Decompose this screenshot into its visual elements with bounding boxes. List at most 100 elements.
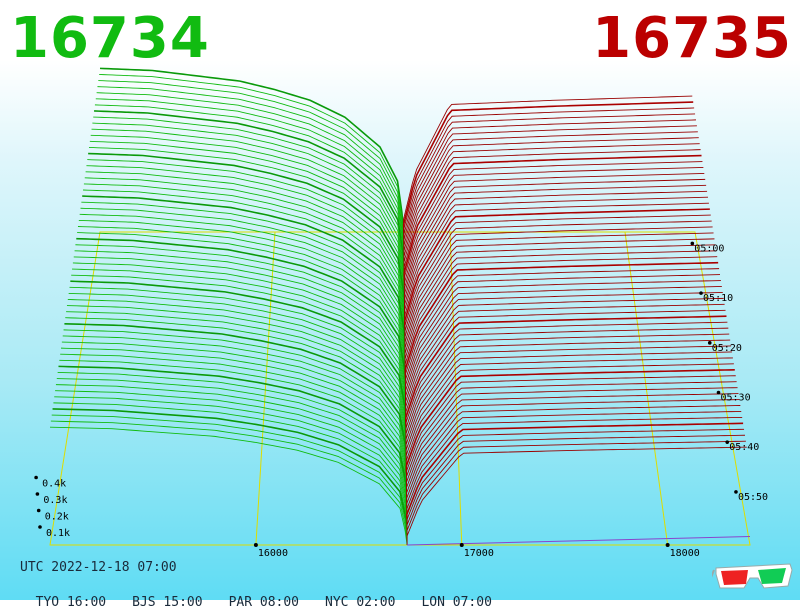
x-tick-mark-1 — [459, 543, 464, 547]
ask-line-20 — [405, 327, 729, 439]
ask-line-26 — [405, 291, 723, 408]
ask-line-3 — [406, 428, 745, 530]
ask-line-8 — [406, 399, 740, 503]
ask-line-58 — [402, 101, 694, 238]
bid-line-12 — [60, 353, 407, 482]
x-tick-label-1: 17000 — [464, 548, 494, 559]
bid-line-20 — [66, 305, 407, 439]
ask-line-0 — [406, 446, 747, 545]
ask-line-21 — [405, 321, 728, 434]
ask-line-6 — [406, 410, 742, 514]
z-tick-label-0: 0.1k — [46, 528, 70, 539]
ask-line-16 — [405, 351, 733, 461]
bid-line-3 — [52, 408, 408, 530]
ask-line-7 — [406, 405, 741, 508]
ask-line-44 — [403, 184, 707, 312]
bid-line-59 — [99, 67, 405, 233]
z-tick-mark-3 — [34, 475, 38, 480]
bid-line-47 — [89, 140, 405, 296]
grid-line-18000 — [624, 231, 669, 546]
ask-line-43 — [404, 190, 708, 317]
ask-line-12 — [405, 375, 736, 482]
ask-line-14 — [405, 363, 734, 471]
ask-line-25 — [405, 297, 724, 413]
axis-labels: 16000 17000 18000 0.1k 0.2k 0.3k 0.4k 05:00 05:1… — [34, 241, 768, 559]
x-tick-mark-2 — [665, 543, 670, 547]
grid-line-17000 — [449, 231, 463, 546]
ask-line-56 — [403, 113, 696, 248]
ask-line-54 — [403, 125, 697, 259]
city-time-tyo: TYO 16:00 — [35, 595, 107, 610]
ask-line-42 — [404, 196, 709, 323]
time-tick-mark-0 — [690, 241, 695, 246]
ask-line-5 — [406, 416, 743, 519]
bid-line-46 — [88, 146, 405, 302]
city-time-nyc: NYC 02:00 — [325, 595, 396, 610]
ask-line-32 — [404, 256, 718, 376]
ask-line-59 — [403, 95, 693, 232]
front-edge-line — [407, 536, 751, 546]
ask-line-18 — [405, 339, 731, 450]
bid-line-57 — [98, 80, 405, 243]
bid-line-39 — [83, 189, 406, 339]
ask-line-33 — [404, 250, 717, 370]
x-tick-mark-0 — [253, 543, 258, 547]
ask-line-31 — [404, 261, 719, 381]
bid-line-30 — [75, 244, 406, 386]
time-tick-label-5: 05:50 — [738, 492, 768, 503]
ask-line-36 — [404, 232, 714, 355]
ask-line-17 — [405, 345, 732, 455]
bid-line-18 — [65, 317, 407, 450]
ask-line-23 — [405, 309, 726, 423]
bid-line-55 — [96, 92, 405, 254]
time-tick-label-1: 05:10 — [703, 293, 733, 304]
time-tick-label-0: 05:00 — [694, 243, 724, 254]
ask-line-55 — [403, 119, 696, 254]
bid-line-8 — [56, 378, 408, 503]
ask-line-10 — [406, 387, 738, 492]
bid-line-11 — [59, 359, 407, 487]
ask-line-19 — [405, 333, 730, 445]
ask-line-35 — [404, 238, 715, 360]
z-tick-mark-0 — [38, 525, 42, 529]
bid-line-21 — [67, 299, 407, 434]
3d-glasses-icon[interactable] — [712, 560, 794, 592]
bid-line-15 — [62, 335, 407, 466]
z-tick-label-1: 0.2k — [45, 512, 69, 523]
city-time-bjs: BJS 15:00 — [132, 595, 203, 610]
bid-line-5 — [54, 396, 408, 519]
bid-line-50 — [92, 122, 405, 280]
bid-line-42 — [85, 171, 406, 323]
bid-line-14 — [61, 341, 407, 471]
ask-line-4 — [406, 422, 744, 524]
bid-line-17 — [64, 323, 407, 455]
bid-line-28 — [73, 256, 406, 397]
bid-line-26 — [72, 268, 406, 408]
ask-line-45 — [403, 178, 706, 307]
bid-line-23 — [69, 286, 407, 424]
bid-line-37 — [81, 201, 406, 349]
ask-line-46 — [403, 172, 705, 301]
ask-line-39 — [404, 214, 711, 339]
bid-line-22 — [68, 292, 407, 429]
bid-line-53 — [94, 104, 405, 264]
bid-line-44 — [87, 159, 405, 312]
z-tick-mark-1 — [36, 508, 41, 513]
ask-line-24 — [405, 303, 725, 418]
ask-line-57 — [403, 107, 695, 243]
x-tick-label-2: 18000 — [670, 548, 700, 559]
ask-line-15 — [405, 357, 733, 466]
city-time-par: PAR 08:00 — [228, 595, 300, 610]
bid-line-38 — [82, 195, 406, 344]
bid-line-24 — [70, 280, 407, 418]
ask-line-49 — [403, 154, 702, 286]
ask-line-52 — [403, 137, 699, 270]
bid-line-25 — [71, 274, 407, 413]
time-tick-mark-3 — [716, 390, 721, 395]
bid-line-43 — [86, 165, 405, 317]
bid-line-13 — [61, 347, 407, 477]
bid-line-9 — [57, 372, 408, 498]
bid-line-7 — [55, 384, 408, 508]
bid-line-34 — [78, 219, 406, 365]
